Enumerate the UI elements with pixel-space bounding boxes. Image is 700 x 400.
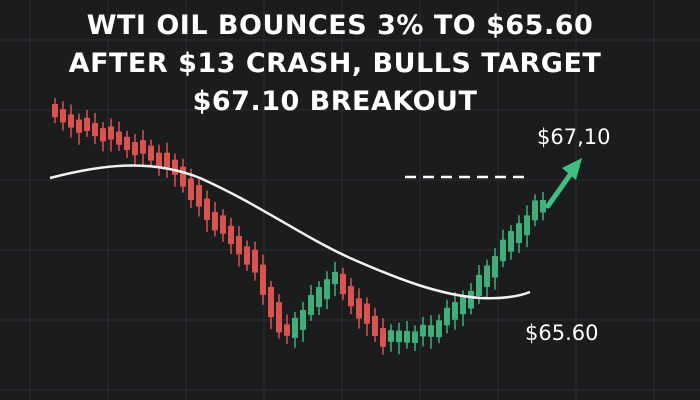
candle-body bbox=[140, 140, 146, 154]
candle-body bbox=[388, 330, 394, 342]
headline-line: $67.10 BREAKOUT bbox=[193, 86, 478, 117]
candle-body bbox=[372, 315, 378, 337]
candle-body bbox=[500, 239, 506, 262]
candle-body bbox=[396, 330, 402, 343]
candle-body bbox=[164, 152, 170, 168]
headline-line: WTI OIL BOUNCES 3% TO $65.60 bbox=[87, 10, 594, 41]
candle-body bbox=[180, 166, 186, 187]
candle-body bbox=[404, 331, 410, 343]
candles bbox=[52, 98, 546, 355]
candle-body bbox=[84, 117, 90, 131]
candle-body bbox=[236, 236, 242, 255]
candle-body bbox=[460, 296, 466, 315]
candle-body bbox=[292, 317, 298, 338]
candle-body bbox=[420, 324, 426, 337]
candle-body bbox=[100, 128, 106, 142]
candle-body bbox=[228, 225, 234, 245]
candle-body bbox=[492, 256, 498, 278]
candle-body bbox=[380, 328, 386, 347]
candle-body bbox=[124, 136, 130, 150]
candle-body bbox=[132, 142, 138, 156]
candle-body bbox=[468, 290, 474, 309]
candle-body bbox=[436, 320, 442, 338]
candle-body bbox=[412, 331, 418, 343]
moving-average bbox=[49, 164, 531, 300]
current-label: $65.60 bbox=[525, 321, 598, 345]
headline-line: AFTER $13 CRASH, BULLS TARGET bbox=[69, 48, 602, 79]
candle-body bbox=[476, 275, 482, 296]
target-label: $67,10 bbox=[537, 125, 610, 149]
candle-body bbox=[516, 223, 522, 244]
candle-body bbox=[172, 159, 178, 175]
candle-body bbox=[428, 325, 434, 337]
candle-body bbox=[364, 303, 370, 324]
candle-body bbox=[340, 273, 346, 295]
candle-body bbox=[148, 145, 154, 161]
candle-body bbox=[76, 119, 82, 133]
candle-body bbox=[532, 200, 538, 221]
candle-body bbox=[68, 114, 74, 128]
candle-body bbox=[244, 246, 250, 265]
candle-body bbox=[108, 126, 114, 140]
candle-body bbox=[188, 178, 194, 201]
candle-body bbox=[300, 309, 306, 330]
candle-body bbox=[284, 324, 290, 336]
candle-body bbox=[252, 249, 258, 273]
candle-body bbox=[260, 264, 266, 295]
candle-body bbox=[524, 215, 530, 236]
candle-body bbox=[212, 212, 218, 231]
candle-body bbox=[508, 231, 514, 252]
candle-body bbox=[196, 185, 202, 207]
candle-body bbox=[484, 265, 490, 287]
candle-body bbox=[332, 271, 338, 285]
candle-body bbox=[116, 131, 122, 145]
candle-body bbox=[156, 152, 162, 168]
up-arrow bbox=[545, 158, 582, 209]
candle-body bbox=[204, 198, 210, 220]
candle-body bbox=[356, 298, 362, 319]
candle-body bbox=[92, 123, 98, 137]
candle-body bbox=[348, 286, 354, 307]
candle-body bbox=[444, 307, 450, 326]
candle-body bbox=[220, 215, 226, 234]
candle-body bbox=[60, 109, 66, 123]
candle-body bbox=[52, 104, 58, 118]
candle-body bbox=[276, 302, 282, 333]
candle-body bbox=[540, 200, 546, 213]
candle-body bbox=[324, 279, 330, 300]
candle-body bbox=[308, 295, 314, 315]
candle-body bbox=[316, 287, 322, 308]
candle-body bbox=[452, 302, 458, 320]
candle-body bbox=[268, 286, 274, 318]
